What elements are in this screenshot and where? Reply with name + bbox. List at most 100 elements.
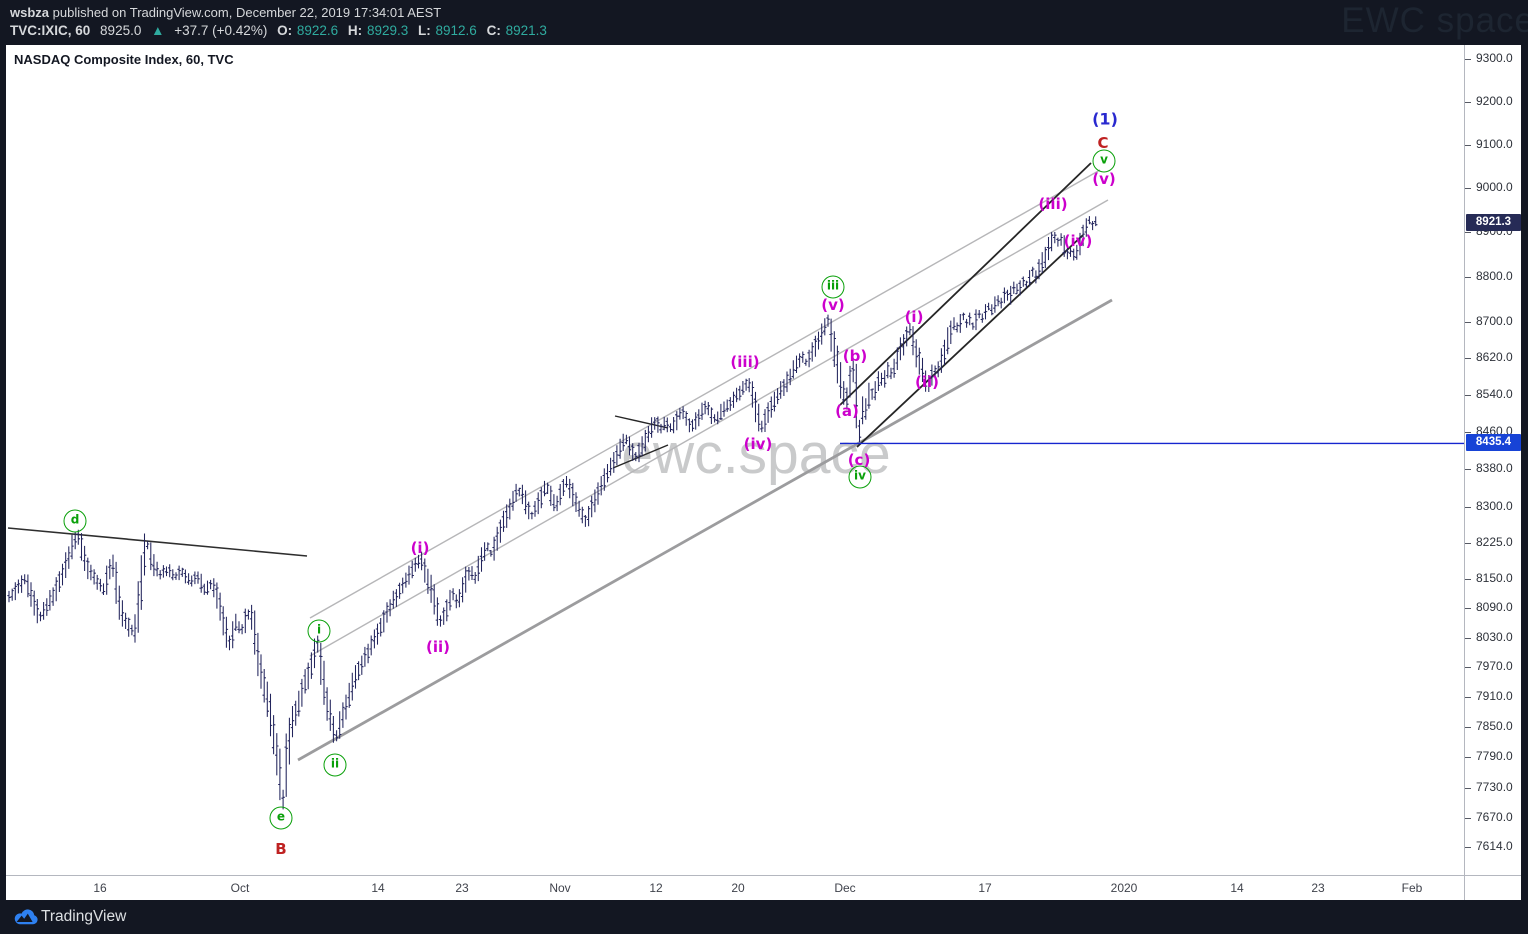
price-tick-mark [1465, 507, 1471, 509]
price-tick-label: 7790.0 [1476, 749, 1513, 764]
time-tick-label: 14 [371, 881, 385, 895]
wave-label-B-22[interactable]: B [275, 840, 287, 858]
wave-label-i-2[interactable]: i [307, 619, 331, 643]
price-tick-mark [1465, 431, 1471, 433]
price-tick-label: 8150.0 [1476, 571, 1513, 586]
close-label: C: [486, 23, 501, 38]
price-tick-mark [1465, 637, 1471, 639]
symbol-name: TVC:IXIC, 60 [10, 23, 91, 38]
wave-label-iii-4[interactable]: iii [821, 275, 845, 299]
publisher-name: wsbza [10, 5, 50, 20]
wave-label-i-15[interactable]: (i) [904, 308, 924, 326]
publish-line: wsbza published on TradingView.com, Dece… [10, 5, 441, 20]
up-arrow-icon: ▲ [151, 23, 165, 38]
price-tick-mark [1465, 757, 1471, 759]
publish-info: published on TradingView.com, December 2… [52, 5, 442, 20]
wave-label-ii-8[interactable]: (ii) [426, 638, 450, 656]
level-price-badge: 8435.4 [1466, 434, 1521, 452]
axis-corner [1464, 875, 1521, 900]
time-tick-label: 2020 [1110, 881, 1138, 895]
price-tick-mark [1465, 101, 1471, 103]
price-tick-mark [1465, 321, 1471, 323]
time-tick-label: 23 [455, 881, 469, 895]
close-value: 8921.3 [505, 23, 547, 38]
price-axis[interactable]: 8921.3 8435.4 9300.0 9200.0 9100.0 9000.0 89… [1464, 45, 1521, 875]
time-tick-label: 17 [978, 881, 992, 895]
wave-label-C-21[interactable]: C [1097, 134, 1109, 152]
time-tick-label: 12 [649, 881, 663, 895]
wave-label-v-6[interactable]: v [1092, 149, 1116, 173]
publish-bar: wsbza published on TradingView.com, Dece… [0, 0, 1528, 45]
time-tick-label: Dec [834, 881, 856, 895]
price-tick-mark [1465, 696, 1471, 698]
chart-title: NASDAQ Composite Index, 60, TVC [14, 52, 234, 67]
price-tick-mark [1465, 818, 1471, 820]
price-tick-label: 7614.0 [1476, 839, 1513, 854]
price-tick-label: 9100.0 [1476, 136, 1513, 151]
ewc-space-brand: EWC space [1341, 1, 1528, 40]
price-tick-label: 8030.0 [1476, 629, 1513, 644]
footer-bar: TradingView [0, 900, 1528, 934]
wave-label-e-1[interactable]: e [269, 806, 293, 830]
time-tick-label: Nov [549, 881, 571, 895]
wave-label-iv-18[interactable]: (iv) [1063, 232, 1093, 250]
price-tick-mark [1465, 188, 1471, 190]
wave-label-iii-9[interactable]: (iii) [730, 353, 760, 371]
time-tick-label: 20 [731, 881, 745, 895]
price-tick-mark [1465, 726, 1471, 728]
wave-label-iii-17[interactable]: (iii) [1038, 195, 1068, 213]
price-tick-mark [1465, 787, 1471, 789]
low-label: L: [418, 23, 431, 38]
tradingview-logo-icon[interactable] [13, 907, 38, 926]
price-tick-mark [1465, 358, 1471, 360]
price-tick-label: 7850.0 [1476, 718, 1513, 733]
price-tick-label: 8300.0 [1476, 499, 1513, 514]
price-tick-label: 7970.0 [1476, 659, 1513, 674]
price-tick-mark [1465, 394, 1471, 396]
price-tick-label: 8620.0 [1476, 350, 1513, 365]
time-tick-label: 14 [1230, 881, 1244, 895]
wave-label-b-12[interactable]: (b) [842, 347, 868, 365]
price-tick-label: 8090.0 [1476, 600, 1513, 615]
svg-text:ewc.space: ewc.space [621, 422, 890, 486]
price-tick-label: 7670.0 [1476, 810, 1513, 825]
price-tick-mark [1465, 579, 1471, 581]
wave-label-d-0[interactable]: d [63, 509, 87, 533]
price-tick-label: 8540.0 [1476, 386, 1513, 401]
last-price-badge: 8921.3 [1466, 213, 1521, 231]
chart-area[interactable]: ewc.space NASDAQ Composite Index, 60, TV… [6, 45, 1464, 875]
wave-label-i-7[interactable]: (i) [410, 539, 430, 557]
time-tick-label: Feb [1401, 881, 1423, 895]
time-tick-label: 23 [1311, 881, 1325, 895]
time-axis[interactable]: 16 Oct 14 23 Nov 12 20 Dec 17 2020 14 23 Feb [6, 875, 1464, 901]
open-value: 8922.6 [296, 23, 339, 38]
time-tick-label: 16 [93, 881, 107, 895]
price-change: +37.7 (+0.42%) [174, 23, 268, 38]
footer-brand-text[interactable]: TradingView [41, 908, 127, 925]
price-tick-label: 7730.0 [1476, 779, 1513, 794]
high-label: H: [347, 23, 363, 38]
price-tick-label: 8380.0 [1476, 461, 1513, 476]
price-tick-label: 7910.0 [1476, 688, 1513, 703]
open-label: O: [277, 23, 293, 38]
price-tick-label: 8225.0 [1476, 534, 1513, 549]
price-tick-mark [1465, 608, 1471, 610]
wave-label-iv-10[interactable]: (iv) [743, 435, 773, 453]
wave-label-ii-16[interactable]: (ii) [915, 373, 939, 391]
price-tick-label: 8700.0 [1476, 313, 1513, 328]
price-tick-mark [1465, 542, 1471, 544]
wave-label-iv-5[interactable]: iv [848, 465, 872, 489]
price-chart-canvas[interactable]: ewc.space [6, 45, 1464, 875]
wave-label-a-13[interactable]: (a) [835, 402, 859, 420]
wave-label-v-11[interactable]: (v) [821, 296, 845, 314]
wave-label-1-20[interactable]: (1) [1092, 109, 1118, 129]
wave-label-v-19[interactable]: (v) [1092, 170, 1116, 188]
price-tick-label: 9200.0 [1476, 93, 1513, 108]
price-tick-label: 9300.0 [1476, 51, 1513, 65]
low-value: 8912.6 [435, 23, 477, 38]
symbol-legend: TVC:IXIC, 60 8925.0 ▲ +37.7 (+0.42%) O: … [10, 23, 553, 38]
wave-label-c-14[interactable]: (c) [847, 451, 871, 469]
wave-label-ii-3[interactable]: ii [323, 753, 347, 777]
